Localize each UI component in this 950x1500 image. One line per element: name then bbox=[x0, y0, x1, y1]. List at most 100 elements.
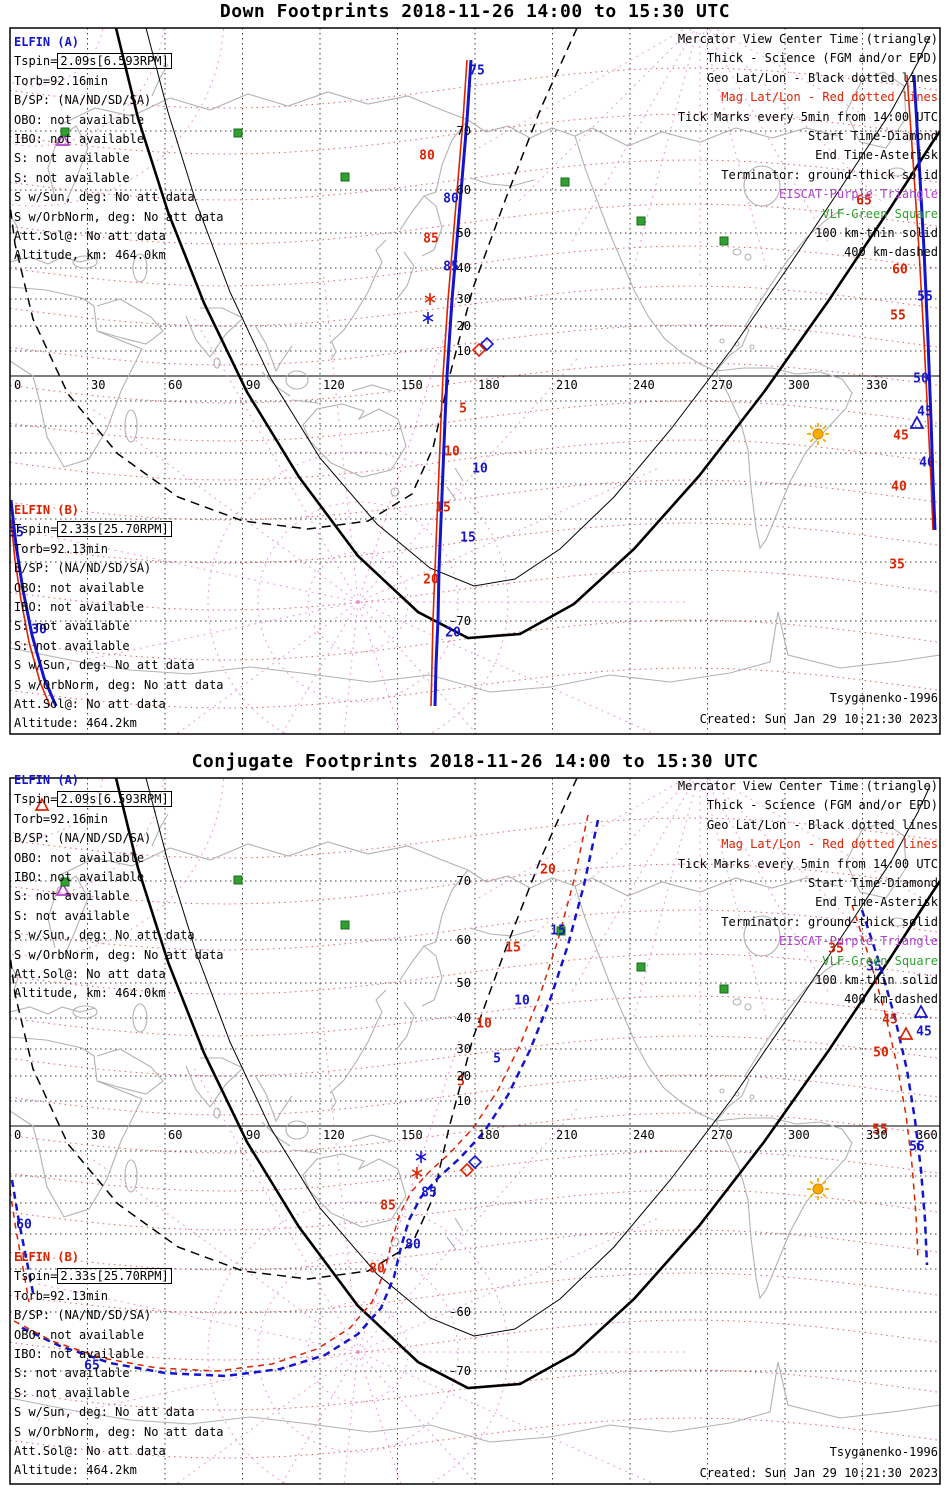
coastline bbox=[351, 384, 393, 392]
start-time-diamond-marker bbox=[479, 336, 495, 352]
mag-meridian bbox=[474, 28, 688, 151]
longitude-label: 0 bbox=[14, 378, 21, 392]
coastline bbox=[399, 945, 443, 1007]
coastline bbox=[254, 1074, 293, 1123]
longitude-label: 300 bbox=[788, 1128, 810, 1142]
coastline bbox=[591, 127, 839, 147]
terminator-400km bbox=[10, 28, 578, 530]
legend-line: Mercator View Center Time (triangle) bbox=[677, 32, 938, 46]
coastline bbox=[395, 251, 415, 301]
center-time-triangle-marker bbox=[913, 1004, 929, 1018]
info-line: B/SP: (NA/ND/SD/SA) bbox=[14, 831, 152, 846]
coastline bbox=[10, 286, 143, 468]
coastline bbox=[10, 1361, 940, 1443]
coastline bbox=[329, 239, 387, 344]
minute-tick-label: 55 bbox=[909, 1140, 925, 1155]
map-element bbox=[822, 425, 827, 430]
info-line: OBO: not available bbox=[14, 580, 145, 595]
legend-line: Terminator: ground-thick solid bbox=[721, 914, 938, 929]
end-time-asterisk-marker bbox=[422, 312, 434, 324]
map-element bbox=[812, 1183, 824, 1195]
spin-value-box: 2.33s[25.70RPM] bbox=[57, 1268, 172, 1285]
coast-island bbox=[390, 487, 400, 497]
longitude-label: 120 bbox=[323, 1128, 345, 1142]
coastline bbox=[467, 869, 593, 889]
vlf-square-marker bbox=[340, 920, 350, 930]
minute-tick-label: 65 bbox=[856, 194, 872, 209]
coastline bbox=[715, 207, 845, 372]
latitude-label: 60 bbox=[457, 183, 471, 197]
elfin-b-track bbox=[10, 1189, 30, 1303]
vlf-square-marker bbox=[719, 236, 729, 246]
minute-tick-label: 30 bbox=[31, 623, 47, 638]
mag-meridian bbox=[35, 1351, 359, 1422]
info-line: S w/OrbNorm, deg: No att data bbox=[14, 209, 224, 224]
elfin-a-track bbox=[912, 74, 937, 531]
minute-tick-label: 40 bbox=[891, 480, 907, 495]
coastline bbox=[11, 217, 19, 241]
info-line: Tspin= 2.33s[25.70RPM] bbox=[14, 520, 224, 539]
minute-tick-label: 80 bbox=[419, 149, 435, 164]
minute-tick-label: 5 bbox=[457, 1075, 465, 1090]
legend-line: Geo Lat/Lon - Black dotted lines bbox=[706, 817, 938, 832]
coastline bbox=[591, 877, 839, 897]
minute-tick-label: 35 bbox=[8, 526, 24, 541]
minute-tick-label: 85 bbox=[423, 232, 439, 247]
longitude-label: 90 bbox=[246, 378, 260, 392]
info-line: S: not available bbox=[14, 619, 130, 634]
info-line: IBO: not available bbox=[14, 1347, 145, 1362]
latitude-label: 40 bbox=[457, 261, 471, 275]
info-line: S: not available bbox=[14, 1385, 130, 1400]
minute-tick-label: 80 bbox=[405, 1238, 421, 1253]
map-element bbox=[415, 1153, 427, 1161]
info-line: Torb=92.13min bbox=[14, 1288, 108, 1303]
legend-line: Tick Marks every 5min from 14:00 UTC bbox=[677, 856, 938, 871]
vlf-square-marker bbox=[60, 127, 70, 137]
legend-line: Tick Marks every 5min from 14:00 UTC bbox=[677, 109, 938, 124]
info-line: Torb=92.13min bbox=[14, 541, 108, 556]
elfin-a-info-block: ELFIN (A) Tspin= 2.09s[6.593RPM] Torb=92.16… bbox=[14, 771, 224, 1004]
mag-meridian bbox=[515, 28, 693, 205]
coast-island bbox=[132, 253, 148, 283]
info-line: Att.Sol@: No att data bbox=[14, 229, 166, 244]
latitude-label: 30 bbox=[457, 1042, 471, 1056]
mag-meridian bbox=[357, 356, 580, 603]
elfin-b-track bbox=[851, 904, 919, 1261]
minute-tick-label: 15 bbox=[550, 924, 566, 939]
mag-meridian bbox=[701, 778, 768, 1022]
legend-line: EISCAT-Purple Triangle bbox=[779, 187, 938, 202]
coastline bbox=[469, 927, 535, 937]
conjugate-footprints-panel: 20 15 15 10 10 5 5 85 85 80 80 65 60 35 35 45 45 50 55 55 0 3… bbox=[0, 750, 950, 1500]
map-element bbox=[822, 438, 827, 443]
elfin-a-info-block: ELFIN (A) Tspin= 2.09s[6.593RPM] Torb=92.16… bbox=[14, 33, 224, 266]
minute-tick-label: 40 bbox=[919, 456, 935, 471]
coast-island bbox=[888, 167, 906, 177]
minute-tick-label: 85 bbox=[443, 260, 459, 275]
minute-tick-label: 15 bbox=[505, 941, 521, 956]
mag-ring bbox=[207, 1201, 509, 1484]
coastline bbox=[47, 875, 89, 953]
mag-meridian bbox=[704, 778, 831, 996]
mag-meridian bbox=[701, 28, 768, 272]
coast-island bbox=[213, 1107, 221, 1119]
map-element bbox=[809, 438, 814, 443]
legend-line: EISCAT-Purple Triangle bbox=[779, 934, 938, 949]
down-footprints-map: 75 80 80 85 85 5 10 10 15 15 20 20 65 60 55 55 50 45 45 40 4… bbox=[8, 27, 941, 735]
mag-meridian bbox=[357, 287, 461, 603]
map-element bbox=[809, 1180, 814, 1185]
latitude-label: -70 bbox=[449, 614, 471, 628]
panel-title: Down Footprints 2018-11-26 14:00 to 15:3… bbox=[219, 1, 731, 22]
minute-tick-label: 45 bbox=[882, 1013, 898, 1028]
mag-lat-line bbox=[10, 285, 940, 327]
longitude-label: 270 bbox=[711, 378, 733, 392]
longitude-label: 180 bbox=[478, 378, 500, 392]
coastline bbox=[423, 119, 469, 197]
satellite-label: ELFIN (A) bbox=[14, 773, 80, 787]
longitude-label: 90 bbox=[246, 1128, 260, 1142]
info-line: Att.Sol@: No att data bbox=[14, 697, 166, 712]
legend-line: Geo Lat/Lon - Black dotted lines bbox=[706, 70, 938, 85]
minute-tick-label: 20 bbox=[445, 626, 461, 641]
coastline bbox=[467, 119, 593, 139]
mag-meridian bbox=[357, 601, 656, 734]
mag-lat-line bbox=[10, 400, 940, 442]
